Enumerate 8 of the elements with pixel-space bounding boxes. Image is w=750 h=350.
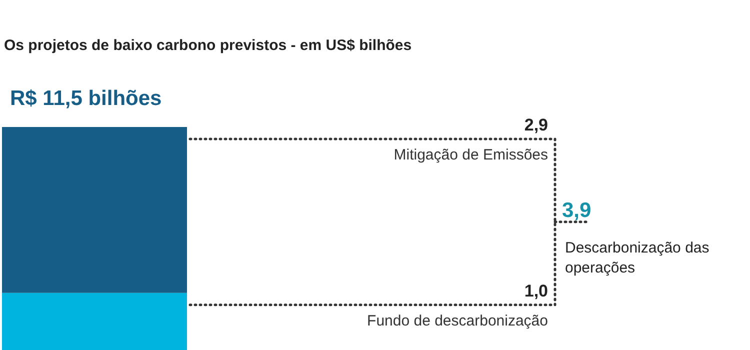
chart-title: Os projetos de baixo carbono previstos - em US$ bilhões	[4, 37, 412, 54]
data-label: 2,9	[524, 116, 548, 134]
text: Fundo de descarbonização	[367, 312, 548, 330]
text: Descarbonização das operações	[565, 240, 714, 276]
text: R$ 11,5 bilhões	[10, 87, 162, 110]
text: Mitigação de Emissões	[394, 146, 548, 164]
data-label: 1,0	[524, 281, 548, 300]
text: 3,9	[562, 199, 592, 222]
